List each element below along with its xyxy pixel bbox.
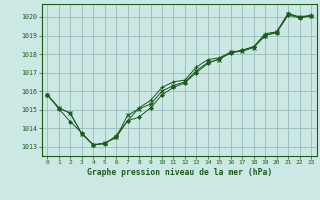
X-axis label: Graphe pression niveau de la mer (hPa): Graphe pression niveau de la mer (hPa) [87, 168, 272, 177]
